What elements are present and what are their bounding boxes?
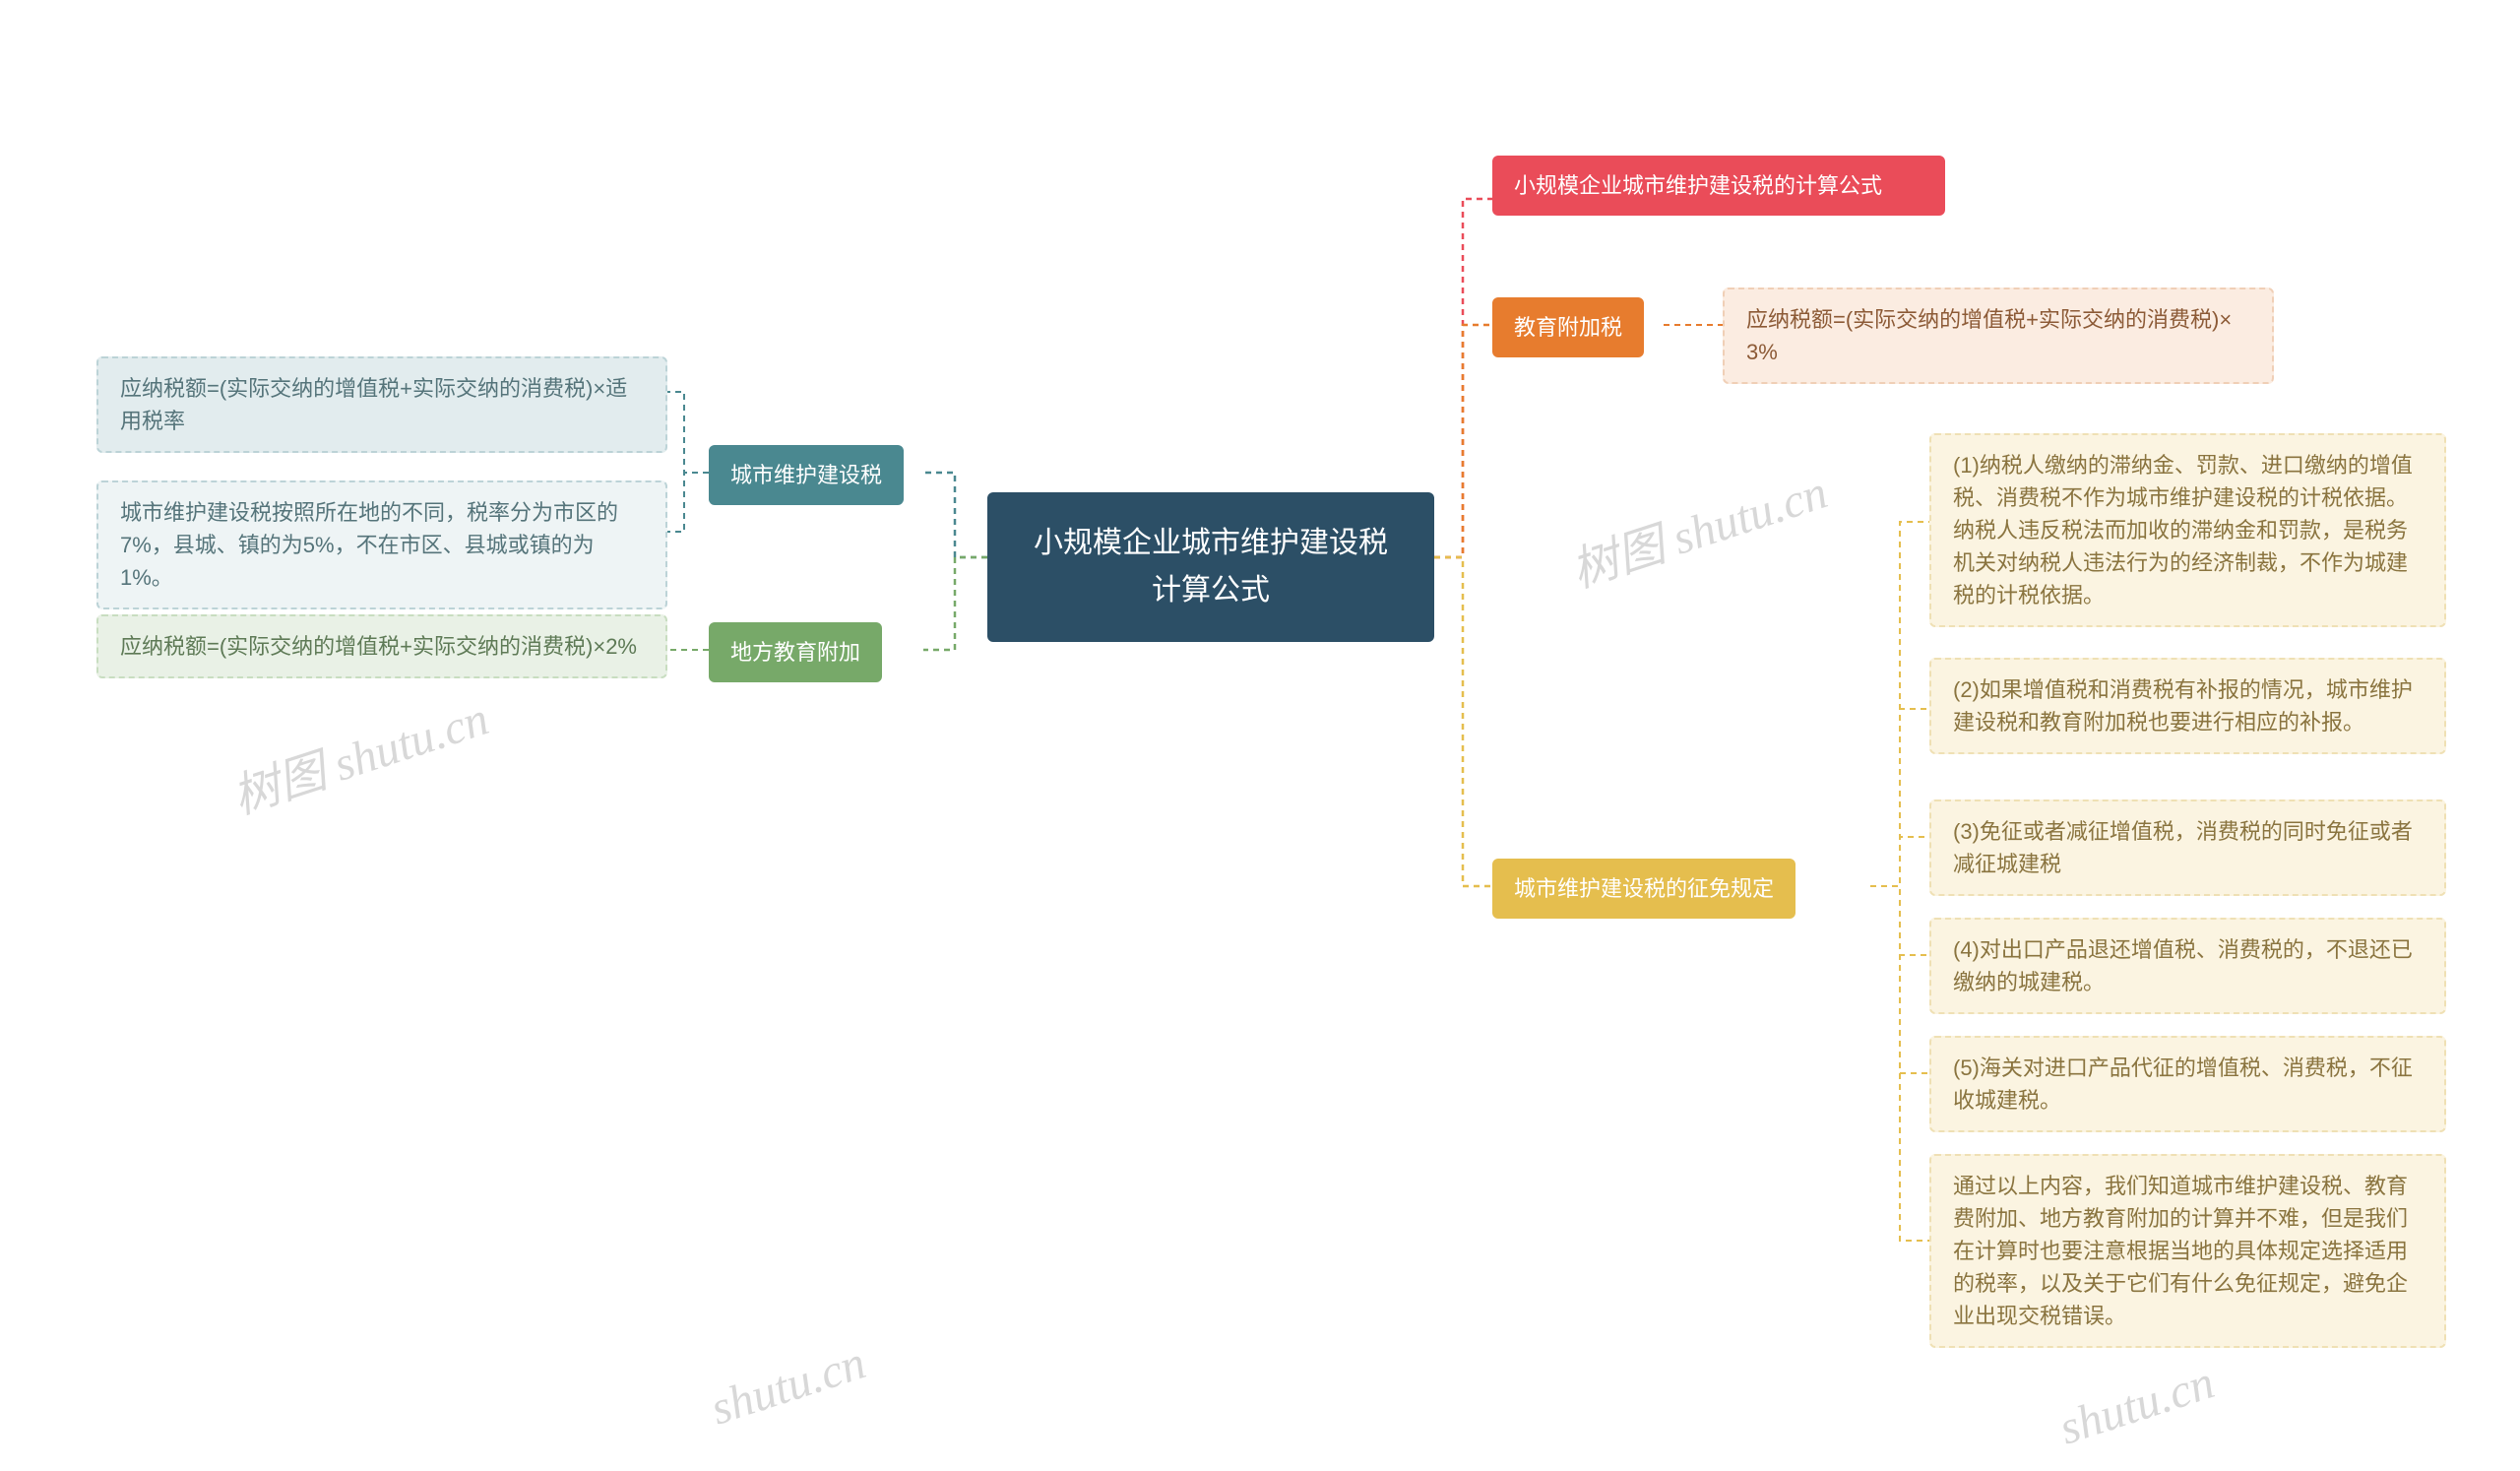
left-branch-local-edu: 地方教育附加 bbox=[709, 622, 882, 682]
right-branch-edu-surtax: 教育附加税 bbox=[1492, 297, 1644, 357]
right-leaf-summary: 通过以上内容，我们知道城市维护建设税、教育费附加、地方教育附加的计算并不难，但是… bbox=[1929, 1154, 2446, 1348]
left-branch-city-tax: 城市维护建设税 bbox=[709, 445, 904, 505]
left-leaf-city-formula: 应纳税额=(实际交纳的增值税+实际交纳的消费税)×适用税率 bbox=[96, 356, 667, 453]
watermark: shutu.cn bbox=[704, 1335, 871, 1436]
right-leaf-rule-4: (4)对出口产品退还增值税、消费税的，不退还已缴纳的城建税。 bbox=[1929, 918, 2446, 1014]
right-leaf-rule-5: (5)海关对进口产品代征的增值税、消费税，不征收城建税。 bbox=[1929, 1036, 2446, 1132]
left-leaf-local-edu-formula: 应纳税额=(实际交纳的增值税+实际交纳的消费税)×2% bbox=[96, 614, 667, 678]
right-leaf-rule-1: (1)纳税人缴纳的滞纳金、罚款、进口缴纳的增值税、消费税不作为城市维护建设税的计… bbox=[1929, 433, 2446, 627]
right-branch-formula-title: 小规模企业城市维护建设税的计算公式 bbox=[1492, 156, 1945, 216]
watermark: 树图 shutu.cn bbox=[222, 679, 496, 827]
right-branch-exemption-rules: 城市维护建设税的征免规定 bbox=[1492, 859, 1796, 919]
right-leaf-rule-3: (3)免征或者减征增值税，消费税的同时免征或者减征城建税 bbox=[1929, 799, 2446, 896]
left-leaf-city-rates: 城市维护建设税按照所在地的不同，税率分为市区的7%，县城、镇的为5%，不在市区、… bbox=[96, 480, 667, 609]
root-node: 小规模企业城市维护建设税计算公式 bbox=[987, 492, 1434, 642]
right-leaf-rule-2: (2)如果增值税和消费税有补报的情况，城市维护建设税和教育附加税也要进行相应的补… bbox=[1929, 658, 2446, 754]
watermark: shutu.cn bbox=[2052, 1355, 2220, 1455]
right-leaf-edu-surtax-formula: 应纳税额=(实际交纳的增值税+实际交纳的消费税)× 3% bbox=[1723, 288, 2274, 384]
watermark: 树图 shutu.cn bbox=[1561, 453, 1835, 601]
